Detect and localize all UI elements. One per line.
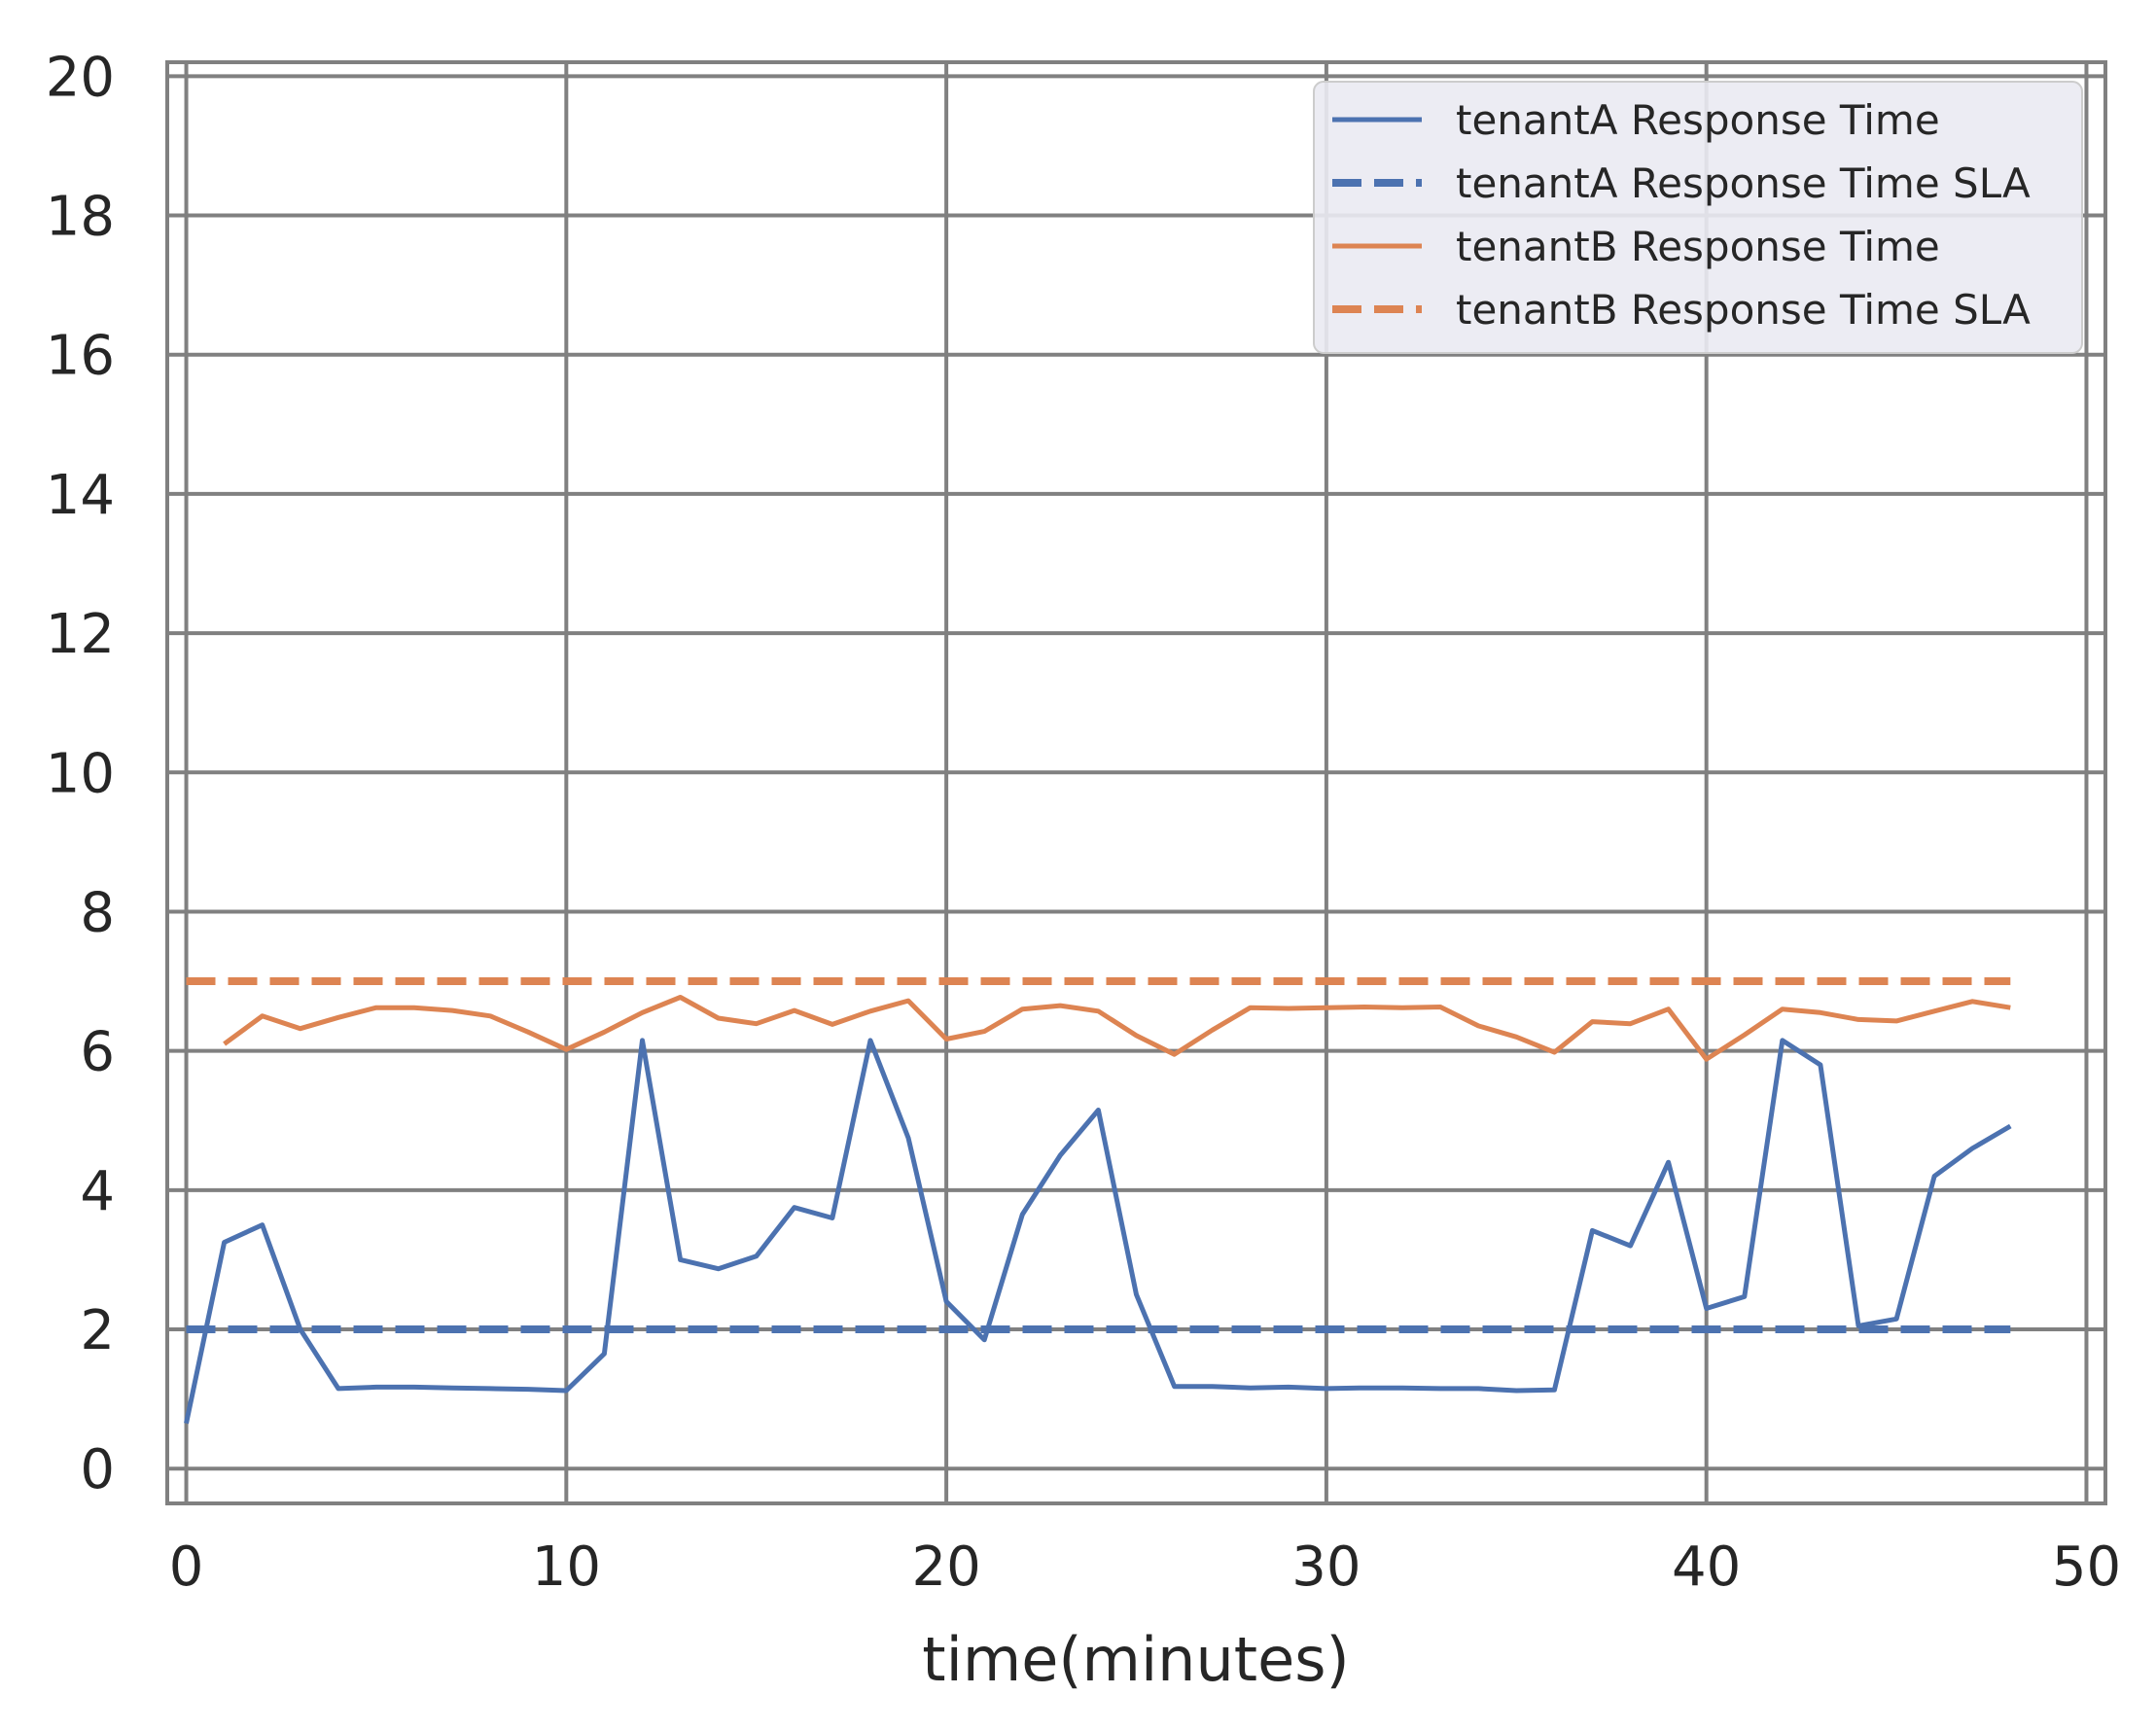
y-tick-label: 14 — [46, 464, 115, 527]
y-tick-label: 4 — [80, 1160, 115, 1223]
y-tick-label: 2 — [80, 1299, 115, 1362]
y-tick-label: 20 — [46, 46, 115, 109]
y-tick-label: 6 — [80, 1021, 115, 1084]
tick-labels: 0 10 20 30 40 50 0 2 4 6 8 10 12 14 16 18 20 — [46, 46, 2121, 1599]
axes-frame — [165, 60, 2107, 1505]
y-tick-label: 0 — [80, 1438, 115, 1501]
y-tick-label: 10 — [46, 742, 115, 805]
x-tick-label: 40 — [1672, 1536, 1741, 1599]
legend-label: tenantA Response Time — [1456, 96, 1940, 144]
x-tick-label: 30 — [1291, 1536, 1361, 1599]
y-tick-label: 12 — [46, 603, 115, 666]
legend-label: tenantA Response Time SLA — [1456, 159, 2031, 207]
legend-label: tenantB Response Time — [1456, 223, 1940, 270]
y-tick-label: 16 — [46, 325, 115, 388]
legend: tenantA Response Time tenantA Response Ti… — [1313, 81, 2083, 354]
x-tick-label: 50 — [2052, 1536, 2121, 1599]
legend-label: tenantB Response Time SLA — [1456, 286, 2031, 334]
legend-box — [1313, 81, 2083, 354]
series-line-1 — [184, 1038, 2012, 1425]
x-axis-label: time(minutes) — [922, 1624, 1349, 1695]
y-tick-label: 8 — [80, 881, 115, 944]
x-tick-label: 10 — [532, 1536, 601, 1599]
x-tick-label: 20 — [911, 1536, 980, 1599]
series-lines — [184, 977, 2012, 1425]
series-line-3 — [223, 995, 2011, 1062]
x-tick-label: 0 — [169, 1536, 204, 1599]
y-tick-label: 18 — [46, 186, 115, 249]
plot-frame — [165, 60, 2107, 1505]
